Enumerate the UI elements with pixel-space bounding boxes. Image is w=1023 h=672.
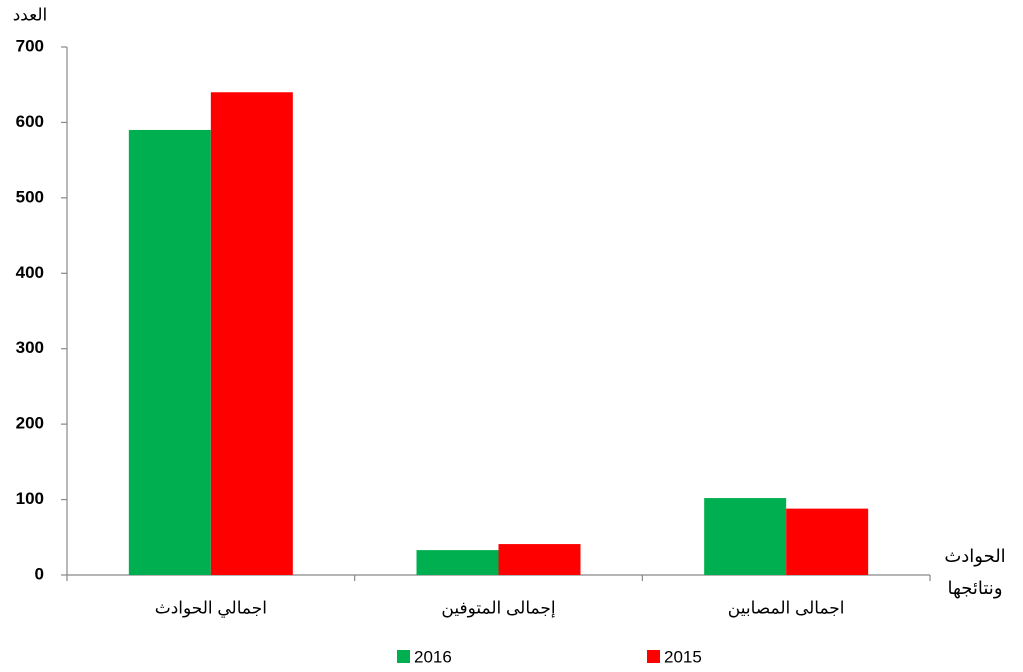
y-tick-label: 700 xyxy=(16,36,44,55)
legend-label: 2016 xyxy=(414,647,452,666)
bar xyxy=(210,92,293,575)
y-tick-label: 600 xyxy=(16,112,44,131)
x-tick-label: اجمالى المصابين xyxy=(728,598,845,617)
bar xyxy=(128,129,211,575)
bar xyxy=(704,498,787,575)
y-tick-label: 200 xyxy=(16,414,44,433)
x-tick-label: اجمالي الحوادث xyxy=(155,598,267,618)
legend-swatch xyxy=(647,650,660,663)
y-tick-label: 400 xyxy=(16,263,44,282)
y-tick-label: 100 xyxy=(16,489,44,508)
x-axis-title: الحوادث ونتائجها xyxy=(944,546,1006,598)
legend-label: 2015 xyxy=(664,647,702,666)
bar xyxy=(416,550,499,575)
bar xyxy=(498,544,581,575)
y-tick-label: 500 xyxy=(16,187,44,206)
y-tick-label: 0 xyxy=(35,564,44,583)
x-tick-label: إجمالى المتوفين xyxy=(441,598,555,617)
y-axis-title: العدد xyxy=(13,5,48,24)
bar xyxy=(786,508,869,575)
legend-swatch xyxy=(397,650,410,663)
y-tick-label: 300 xyxy=(16,338,44,357)
